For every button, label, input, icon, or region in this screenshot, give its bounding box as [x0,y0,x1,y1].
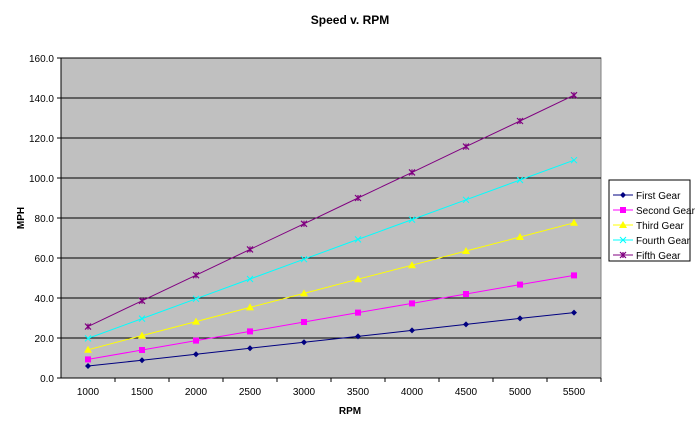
marker-square [571,272,577,279]
marker-x [192,295,200,303]
legend-entry: Fifth Gear [636,251,681,262]
series-line [87,222,575,351]
series-line [87,94,575,328]
x-tick-label: 1500 [131,387,154,398]
marker-x [354,236,362,243]
marker-square [247,328,253,335]
marker-triangle [462,247,470,254]
marker-square [193,337,199,344]
legend-entry: First Gear [636,191,681,202]
marker-diamond [85,363,91,369]
marker-diamond [571,309,577,316]
marker-star [408,168,416,176]
x-tick-label: 2500 [239,387,262,398]
marker-diamond [517,315,523,322]
marker-star [354,194,362,202]
marker-x [516,176,524,184]
x-tick-label: 5000 [509,387,532,398]
marker-x [138,315,146,322]
series-second-gear [85,272,577,363]
marker-square [85,356,91,363]
marker-diamond [139,357,145,364]
y-tick-label: 60.0 [35,254,55,265]
marker-square [409,300,415,307]
y-tick-label: 120.0 [29,134,54,145]
series-third-gear [84,218,578,353]
y-tick-label: 40.0 [35,294,55,305]
marker-star [619,251,627,259]
x-tick-label: 3000 [293,387,316,398]
x-tick-label: 2000 [185,387,208,398]
marker-square [620,207,626,213]
marker-x [462,196,470,204]
marker-square [463,291,469,297]
marker-square [355,309,361,316]
chart-title: Speed v. RPM [311,13,389,27]
marker-square [517,281,523,288]
series-line [87,312,575,367]
marker-diamond [247,345,253,352]
legend-entry: Third Gear [636,221,684,232]
legend-entry: Fourth Gear [636,236,691,247]
marker-diamond [355,333,361,340]
marker-diamond [620,192,626,198]
x-tick-label: 5500 [563,387,586,398]
series-fourth-gear [84,156,578,342]
marker-star [462,143,470,151]
y-tick-label: 100.0 [29,174,54,185]
x-tick-label: 1000 [77,387,100,398]
marker-x [246,275,254,283]
y-tick-label: 80.0 [35,214,55,225]
marker-star [300,220,308,228]
marker-x [570,156,578,164]
series-fifth-gear [84,91,578,331]
marker-star [516,117,524,125]
marker-triangle [619,221,627,228]
marker-triangle [300,289,308,297]
legend-entry: Second Gear [636,206,696,217]
marker-diamond [409,327,415,334]
marker-star [84,323,92,331]
marker-star [192,271,200,279]
y-axis-label: MPH [16,207,27,229]
series-line [87,274,575,360]
marker-diamond [193,351,199,358]
marker-triangle [516,233,524,240]
marker-x [408,216,416,223]
marker-triangle [192,317,200,325]
marker-square [139,347,145,353]
x-axis-label: RPM [339,406,361,417]
series-first-gear [85,309,577,369]
series-line [87,159,575,339]
marker-triangle [408,261,416,269]
marker-star [570,91,578,99]
marker-diamond [301,339,307,346]
legend: First Gear Second Gear Third Gear Fourth Ge… [608,179,696,262]
y-tick-label: 140.0 [29,94,54,105]
x-tick-label: 4000 [401,387,424,398]
y-tick-label: 160.0 [29,54,54,65]
y-tick-label: 20.0 [35,334,55,345]
marker-triangle [354,275,362,283]
marker-triangle [570,218,578,226]
y-tick-label: 0.0 [40,374,54,385]
marker-x [84,335,92,342]
marker-triangle [138,331,146,339]
x-tick-label: 3500 [347,387,370,398]
marker-diamond [463,321,469,328]
marker-star [246,245,254,253]
marker-triangle [84,345,92,353]
marker-triangle [246,303,254,311]
marker-x [300,255,308,263]
marker-square [301,319,307,325]
marker-star [138,297,146,305]
marker-x [619,236,627,244]
x-tick-label: 4500 [455,387,478,398]
